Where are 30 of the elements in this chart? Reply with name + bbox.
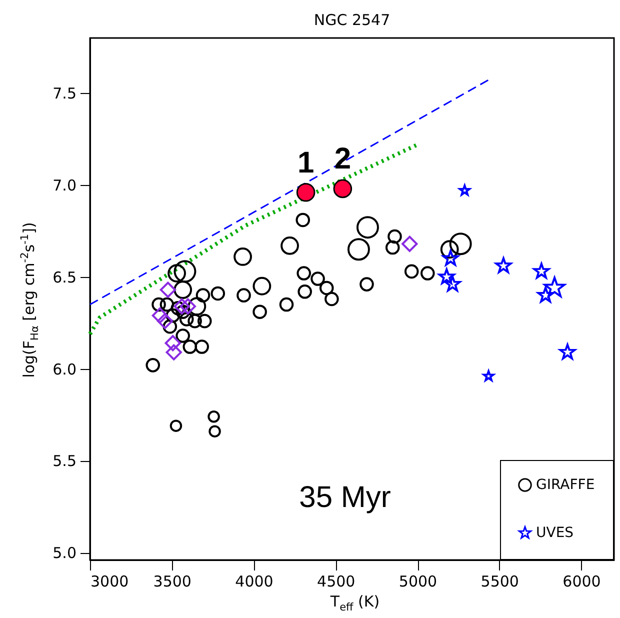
point	[296, 183, 316, 202]
point	[333, 179, 352, 198]
point	[166, 344, 182, 360]
x-tick-label: 3000	[90, 572, 129, 590]
point	[152, 307, 168, 324]
point	[402, 236, 418, 252]
legend-label: GIRAFFE	[536, 477, 595, 493]
y-tick-label: 5.0	[52, 544, 76, 562]
point	[156, 312, 174, 330]
annotation: 1	[297, 146, 314, 180]
x-tick-label: 6000	[562, 572, 601, 590]
x-tick-label: 4000	[235, 572, 274, 590]
y-tick-label: 5.5	[52, 452, 76, 470]
y-tick-label: 7.0	[52, 176, 76, 195]
y-tick-label: 6.0	[52, 360, 76, 378]
x-tick-label: 5500	[480, 572, 519, 590]
point	[164, 335, 181, 352]
point	[174, 298, 190, 314]
y-tick-label: 7.5	[52, 84, 76, 103]
chart-title: NGC 2547	[314, 11, 390, 29]
annotation: 35 Myr	[299, 481, 391, 514]
point	[160, 282, 176, 298]
y-tick-label: 6.5	[52, 268, 76, 286]
x-tick-label: 4500	[317, 572, 356, 590]
x-tick-label: 5000	[398, 572, 438, 590]
x-axis-title: T$_{eff}$ (K)	[330, 592, 380, 614]
line-series	[88, 142, 420, 336]
x-tick-label: 3500	[153, 572, 192, 590]
legend-label: UVES	[536, 525, 574, 541]
point	[180, 298, 196, 314]
